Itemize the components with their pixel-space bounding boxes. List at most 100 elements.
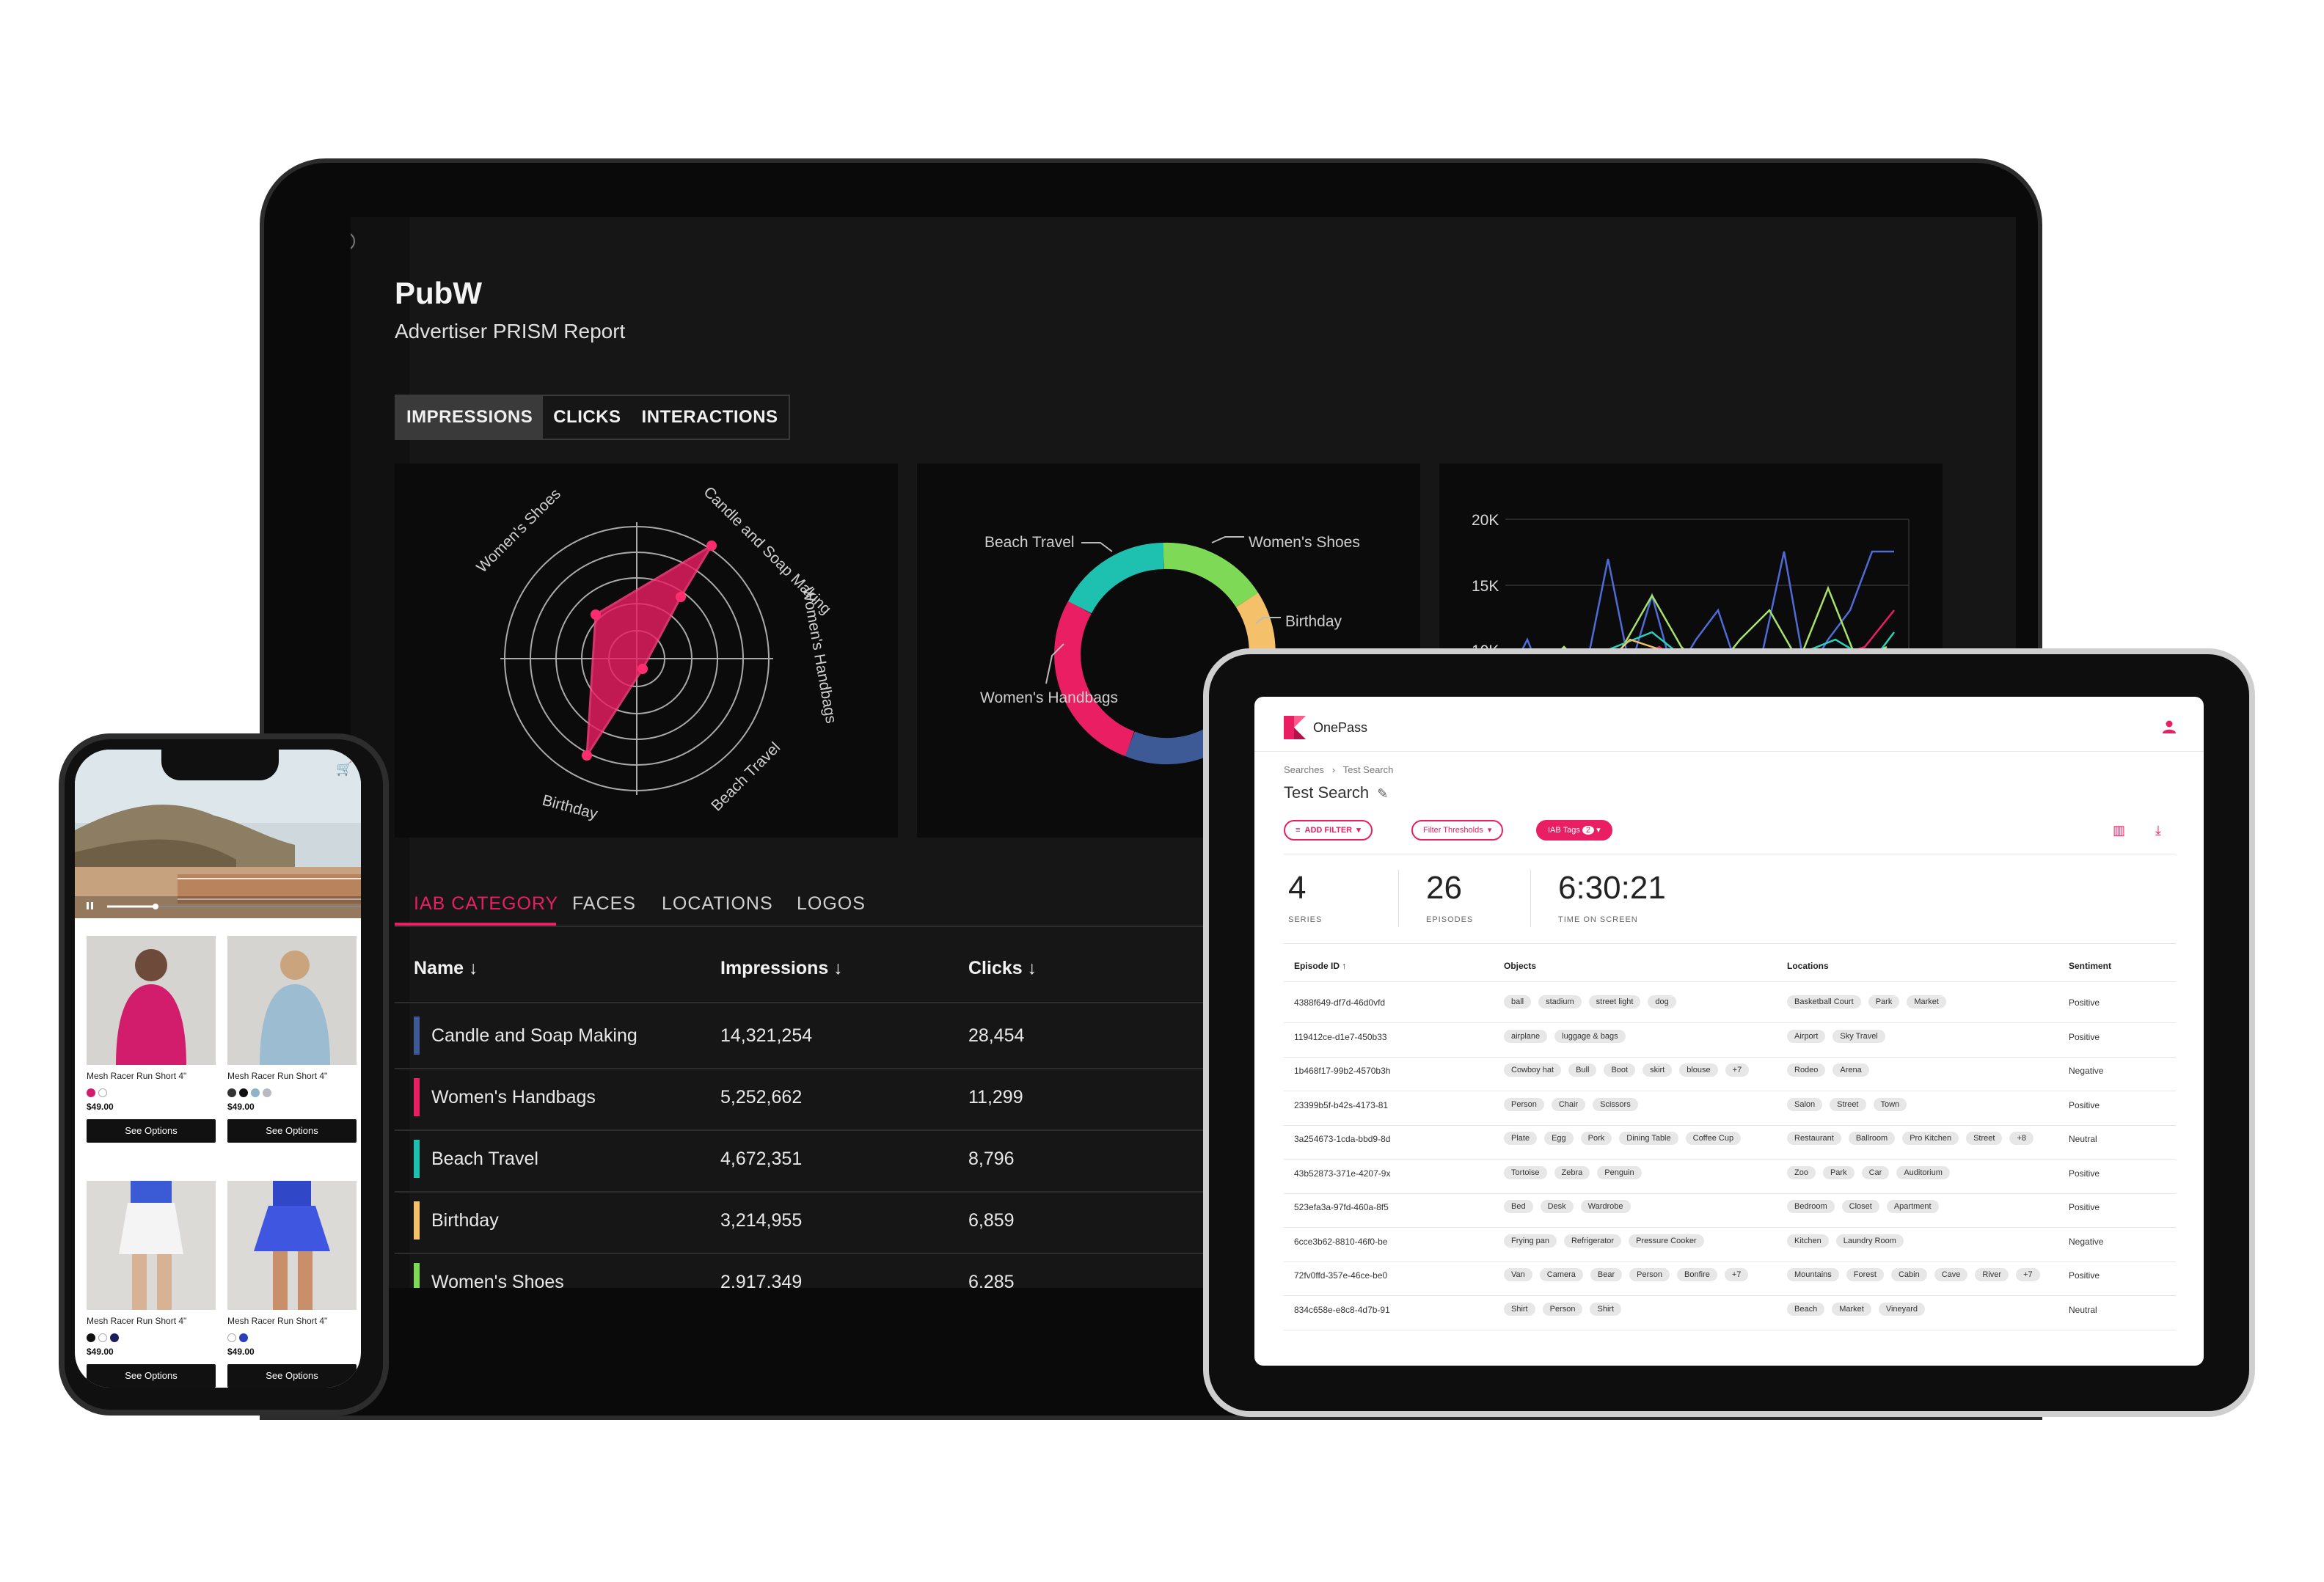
product-name[interactable]: Mesh Racer Run Short 4": [87, 1071, 187, 1081]
location-chip[interactable]: Forest: [1846, 1268, 1884, 1281]
location-chip[interactable]: Vineyard: [1878, 1302, 1926, 1316]
location-chip[interactable]: Sky Travel: [1832, 1029, 1885, 1043]
tab-locations[interactable]: LOCATIONS: [662, 893, 773, 914]
object-chip[interactable]: stadium: [1538, 995, 1582, 1008]
swatch-navy[interactable]: [110, 1333, 119, 1342]
account-icon[interactable]: [2161, 719, 2177, 735]
location-chip[interactable]: Town: [1873, 1097, 1907, 1111]
object-chip[interactable]: Egg: [1544, 1132, 1574, 1145]
location-chip[interactable]: Salon: [1787, 1097, 1823, 1111]
object-chip[interactable]: Pork: [1580, 1132, 1612, 1145]
swatch-black[interactable]: [87, 1333, 95, 1342]
object-chip[interactable]: Boot: [1604, 1063, 1636, 1077]
location-chip[interactable]: Restaurant: [1787, 1132, 1841, 1145]
object-chip[interactable]: Person: [1504, 1097, 1544, 1111]
location-chip[interactable]: Auditorium: [1896, 1165, 1950, 1179]
object-chip[interactable]: Person: [1629, 1268, 1670, 1281]
swatch-blue[interactable]: [239, 1333, 248, 1342]
object-chip[interactable]: Zebra: [1554, 1165, 1590, 1179]
object-chip[interactable]: Scissors: [1593, 1097, 1638, 1111]
column-header-episode-id[interactable]: Episode ID ↑: [1294, 961, 1347, 971]
location-chip[interactable]: River: [1975, 1268, 2009, 1281]
see-options-button[interactable]: See Options: [227, 1119, 357, 1143]
table-row[interactable]: 3a254673-1cda-bbd9-8d Plate Egg Pork Dining …: [1284, 1127, 2176, 1160]
object-chip[interactable]: dog: [1648, 995, 1676, 1008]
object-chip[interactable]: Shirt: [1590, 1302, 1622, 1316]
product-name[interactable]: Mesh Racer Run Short 4": [227, 1071, 328, 1081]
object-chip[interactable]: Tortoise: [1504, 1165, 1547, 1179]
object-chip[interactable]: Dining Table: [1619, 1132, 1678, 1145]
location-chip[interactable]: Mountains: [1787, 1268, 1839, 1281]
breadcrumb-searches[interactable]: Searches: [1284, 764, 1324, 775]
object-chip[interactable]: Penguin: [1597, 1165, 1642, 1179]
object-chip[interactable]: blouse: [1679, 1063, 1718, 1077]
tab-faces[interactable]: FACES: [572, 893, 636, 914]
location-chip[interactable]: Closet: [1841, 1200, 1879, 1213]
product-image[interactable]: [227, 936, 357, 1065]
table-row[interactable]: 43b52873-371e-4207-9x Tortoise Zebra Pengui…: [1284, 1161, 2176, 1194]
location-chip[interactable]: Street: [1830, 1097, 1866, 1111]
tab-impressions[interactable]: IMPRESSIONS: [396, 396, 544, 439]
column-header-objects[interactable]: Objects: [1504, 961, 1537, 971]
table-row[interactable]: 523efa3a-97fd-460a-8f5 Bed Desk Wardrobe Bed…: [1284, 1195, 2176, 1228]
column-header-name[interactable]: Name ↓: [414, 958, 478, 978]
location-chip[interactable]: Pro Kitchen: [1902, 1132, 1959, 1145]
location-chip[interactable]: Arena: [1832, 1063, 1869, 1077]
location-chip[interactable]: Laundry Room: [1835, 1234, 1904, 1248]
filter-thresholds-button[interactable]: Filter Thresholds ▾: [1411, 820, 1504, 841]
object-chip[interactable]: Frying pan: [1504, 1234, 1557, 1248]
table-row[interactable]: 1b468f17-99b2-4570b3h Cowboy hat Bull Boot s…: [1284, 1058, 2176, 1091]
location-chip[interactable]: Zoo: [1787, 1165, 1816, 1179]
location-chip[interactable]: +8: [2009, 1132, 2034, 1145]
object-chip[interactable]: Desk: [1540, 1200, 1574, 1213]
location-chip[interactable]: Bedroom: [1787, 1200, 1835, 1213]
location-chip[interactable]: Market: [1907, 995, 1946, 1008]
object-chip[interactable]: Bonfire: [1677, 1268, 1717, 1281]
product-image[interactable]: [227, 1181, 357, 1310]
swatch-pink[interactable]: [87, 1088, 95, 1097]
table-row[interactable]: 23399b5f-b42s-4173-81 Person Chair Scissors…: [1284, 1093, 2176, 1126]
location-chip[interactable]: +7: [2016, 1268, 2040, 1281]
location-chip[interactable]: Basketball Court: [1787, 995, 1861, 1008]
object-chip[interactable]: Bed: [1504, 1200, 1533, 1213]
location-chip[interactable]: Cabin: [1890, 1268, 1927, 1281]
column-header-sentiment[interactable]: Sentiment: [2069, 961, 2112, 971]
object-chip[interactable]: Bear: [1590, 1268, 1623, 1281]
product-name[interactable]: Mesh Racer Run Short 4": [227, 1316, 328, 1326]
tab-logos[interactable]: LOGOS: [797, 893, 866, 914]
table-row[interactable]: 119412ce-d1e7-450b33 airplane luggage & ba…: [1284, 1025, 2176, 1058]
location-chip[interactable]: Park: [1822, 1165, 1855, 1179]
swatch-blue[interactable]: [251, 1088, 260, 1097]
swatch-black[interactable]: [239, 1088, 248, 1097]
location-chip[interactable]: Street: [1966, 1132, 2003, 1145]
object-chip[interactable]: Shirt: [1504, 1302, 1535, 1316]
object-chip[interactable]: Refrigerator: [1563, 1234, 1622, 1248]
object-chip[interactable]: Plate: [1504, 1132, 1538, 1145]
location-chip[interactable]: Apartment: [1886, 1200, 1939, 1213]
location-chip[interactable]: Ballroom: [1848, 1132, 1896, 1145]
object-chip[interactable]: Pressure Cooker: [1629, 1234, 1704, 1248]
swatch-charcoal[interactable]: [227, 1088, 236, 1097]
swatch-white[interactable]: [98, 1333, 107, 1342]
see-options-button[interactable]: See Options: [87, 1119, 216, 1143]
table-row[interactable]: 4388f649-df7d-46d0vfd ball stadium street l…: [1284, 990, 2176, 1023]
location-chip[interactable]: Airport: [1787, 1029, 1826, 1043]
location-chip[interactable]: Park: [1868, 995, 1900, 1008]
add-filter-button[interactable]: ≡ ADD FILTER ▾: [1284, 820, 1373, 841]
location-chip[interactable]: Car: [1861, 1165, 1890, 1179]
table-row[interactable]: 72fv0ffd-357e-46ce-be0 Van Camera Bear Perso…: [1284, 1263, 2176, 1296]
swatch-white[interactable]: [227, 1333, 236, 1342]
object-chip[interactable]: street light: [1588, 995, 1641, 1008]
product-image[interactable]: [87, 1181, 216, 1310]
object-chip[interactable]: +7: [1725, 1063, 1750, 1077]
tab-iab-category[interactable]: IAB CATEGORY: [414, 893, 559, 914]
object-chip[interactable]: luggage & bags: [1554, 1029, 1626, 1043]
object-chip[interactable]: Person: [1542, 1302, 1583, 1316]
tab-interactions[interactable]: INTERACTIONS: [641, 407, 778, 427]
location-chip[interactable]: Cave: [1934, 1268, 1968, 1281]
object-chip[interactable]: Coffee Cup: [1685, 1132, 1742, 1145]
location-chip[interactable]: Rodeo: [1787, 1063, 1826, 1077]
iab-tags-button[interactable]: IAB Tags 2 ▾: [1536, 820, 1612, 841]
swatch-lavender[interactable]: [263, 1088, 271, 1097]
swatch-white[interactable]: [98, 1088, 107, 1097]
